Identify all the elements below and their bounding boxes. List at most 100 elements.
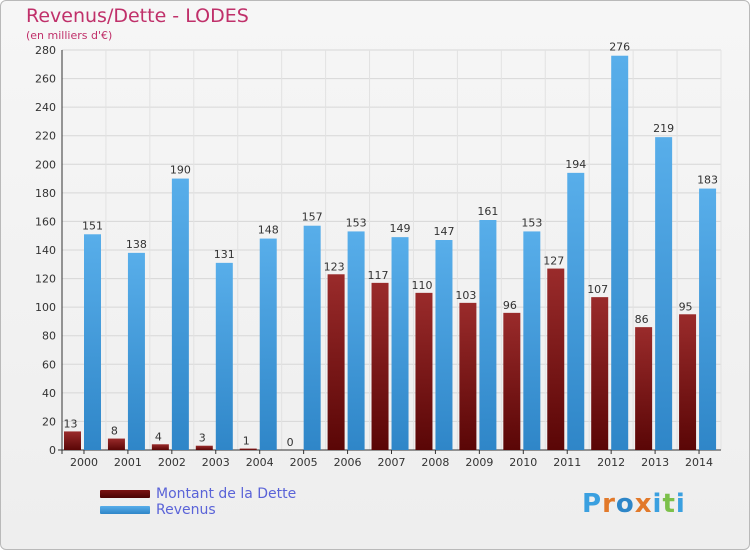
y-tick-label: 160 [35,215,56,228]
data-label-revenus: 153 [521,216,542,229]
bar-dette [415,292,433,450]
legend-label-revenus: Revenus [156,502,216,518]
bar-revenus [435,240,453,450]
y-tick-label: 180 [35,187,56,200]
y-tick-label: 80 [42,330,56,343]
bar-dette [151,444,169,450]
chart-subtitle: (en milliers d'€) [26,29,113,42]
data-label-dette: 1 [243,435,250,448]
data-label-revenus: 149 [390,222,411,235]
data-label-revenus: 190 [170,164,191,177]
y-tick-label: 120 [35,273,56,286]
x-tick-label: 2014 [685,456,713,469]
data-label-revenus: 219 [653,122,674,135]
bar-dette [371,282,389,450]
bar-revenus [215,262,233,450]
x-tick-label: 2012 [597,456,625,469]
x-tick-label: 2001 [114,456,142,469]
bar-revenus [391,237,409,450]
bar-dette [459,302,477,450]
y-tick-label: 40 [42,387,56,400]
data-label-revenus: 131 [214,248,235,261]
x-tick-label: 2005 [290,456,318,469]
bar-revenus [84,234,101,450]
x-tick-label: 2009 [465,456,493,469]
y-tick-label: 20 [42,415,56,428]
bar-dette [591,297,609,450]
logo-letter: r [602,489,616,519]
bar-dette [547,268,565,450]
data-label-dette: 117 [368,269,389,282]
data-label-dette: 103 [455,289,476,302]
x-tick-label: 2004 [246,456,274,469]
data-label-dette: 110 [411,279,432,292]
logo-letter: i [652,489,663,519]
y-tick-label: 260 [35,73,56,86]
bar-dette [635,327,653,450]
bar-revenus [171,178,189,451]
bar-dette [327,274,345,450]
bar-dette [107,438,125,450]
bar-revenus [259,238,277,450]
bar-revenus [127,252,145,450]
data-labels: 13 151 8 138 4 190 3 131 1 148 0 157 123 153 117 149 110… [64,41,719,449]
proxiti-logo: Proxiti [582,489,686,519]
logo-letter: t [662,489,676,519]
data-label-revenus: 153 [346,216,367,229]
bar-dette [239,448,257,450]
bar-revenus [523,231,541,450]
x-tick-label: 2000 [70,456,98,469]
data-label-dette: 107 [587,283,608,296]
logo-letter: P [582,489,603,519]
chart-title: Revenus/Dette - LODES [26,5,249,27]
x-tick-label: 2003 [202,456,230,469]
logo-letter: i [675,489,686,519]
x-tick-label: 2006 [334,456,362,469]
data-label-revenus: 138 [126,238,147,251]
data-label-revenus: 194 [565,158,586,171]
y-tick-label: 100 [35,301,56,314]
data-label-dette: 4 [155,430,162,443]
y-tick-label: 200 [35,158,56,171]
data-label-revenus: 276 [609,41,630,54]
bar-revenus [611,55,629,450]
data-label-dette: 123 [324,260,345,273]
x-tick-label: 2002 [158,456,186,469]
bars [64,55,717,451]
data-label-dette: 86 [635,313,649,326]
y-tick-label: 0 [49,444,56,457]
data-label-dette: 13 [64,417,78,430]
bar-revenus [347,231,365,450]
y-tick-label: 220 [35,130,56,143]
logo-letter: x [634,489,653,519]
data-label-revenus: 148 [258,224,279,237]
data-label-dette: 96 [503,299,517,312]
bar-revenus [699,188,717,451]
bar-revenus [479,220,497,450]
data-label-dette: 8 [111,425,118,438]
y-tick-label: 140 [35,244,56,257]
x-tick-label: 2011 [553,456,581,469]
bar-dette [195,445,213,450]
axes: 0204060801001201401601802002202402602802… [35,44,721,469]
x-tick-label: 2010 [509,456,537,469]
data-label-revenus: 147 [433,225,454,238]
bar-dette [64,431,81,450]
bar-revenus [655,137,673,450]
logo-letter: o [615,489,635,519]
x-tick-label: 2007 [378,456,406,469]
x-tick-label: 2013 [641,456,669,469]
data-label-revenus: 157 [302,211,323,224]
y-tick-label: 280 [35,44,56,57]
data-label-dette: 0 [287,436,294,449]
bar-dette [503,312,521,450]
data-label-revenus: 161 [477,205,498,218]
y-tick-label: 60 [42,358,56,371]
legend-swatch-dette [100,490,150,498]
data-label-dette: 3 [199,432,206,445]
data-label-revenus: 151 [82,219,103,232]
bar-revenus [303,225,321,450]
legend-label-dette: Montant de la Dette [156,486,297,502]
data-label-dette: 127 [543,255,564,268]
